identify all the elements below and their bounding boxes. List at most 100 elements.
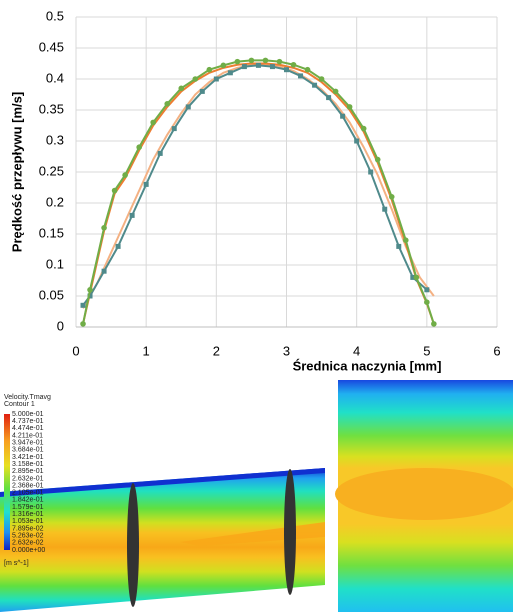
point (111, 187, 118, 194)
point (80, 321, 86, 327)
level-label: 1.579e-01 (12, 504, 44, 511)
point (220, 62, 227, 69)
level-label: 1.842e-01 (12, 497, 44, 504)
point (171, 126, 177, 132)
point (410, 274, 416, 280)
level-label: 0.000e+00 (12, 547, 45, 554)
x-tick-label: 1 (143, 343, 150, 358)
x-axis-title: Średnica naczynia [mm] (293, 358, 442, 373)
point (143, 181, 149, 187)
x-tick-label: 6 (493, 343, 500, 358)
level-label: 2.105e-01 (12, 490, 44, 497)
y-tick-label: 0.45 (39, 39, 64, 54)
x-tick-label: 2 (213, 343, 220, 358)
point (185, 104, 191, 110)
series-line (82, 63, 435, 309)
level-label: 7.895e-02 (12, 525, 44, 532)
point (206, 66, 213, 73)
level-label: 2.368e-01 (12, 482, 44, 489)
core (335, 468, 513, 520)
y-tick-label: 0.4 (46, 70, 64, 85)
point (424, 287, 430, 293)
point (269, 64, 275, 70)
x-tick-label: 3 (283, 343, 290, 358)
point (396, 243, 402, 249)
plane (127, 483, 139, 607)
point (87, 293, 93, 299)
point (284, 67, 289, 73)
point (312, 82, 318, 88)
level-label: 4.737e-01 (12, 418, 44, 425)
y-tick-label: 0.1 (46, 256, 64, 271)
point (192, 76, 199, 82)
point (318, 76, 325, 82)
contour-unit: [m s^-1] (4, 560, 29, 567)
level-label: 2.895e-01 (12, 468, 44, 475)
point (122, 172, 128, 178)
point (178, 85, 185, 92)
plot: 0 0.05 0.1 0.15 0.2 0.25 0.3 0.35 0.4 0.45 0.5 0 1 2 3… (39, 8, 501, 358)
contour-view (0, 414, 325, 612)
point (199, 88, 205, 94)
y-tick-label: 0.15 (39, 225, 64, 240)
point (87, 287, 93, 293)
vessel (0, 468, 325, 612)
x-tick-label: 0 (72, 343, 79, 358)
point (150, 119, 156, 126)
point (164, 101, 171, 107)
point (157, 150, 163, 156)
level-label: 5.000e-01 (12, 411, 44, 418)
contour-subtitle: Contour 1 (4, 401, 35, 408)
y-tick-label: 0.3 (46, 132, 64, 147)
level-label: 4.474e-01 (12, 425, 44, 432)
level-label: 2.632e-02 (12, 540, 44, 547)
y-tick-label: 0.25 (39, 163, 64, 178)
contour-title: Velocity.Tmavg (4, 394, 51, 401)
point (332, 88, 339, 95)
point (129, 212, 135, 218)
point (431, 321, 437, 327)
series-line (82, 62, 435, 325)
point (346, 104, 353, 110)
level-label: 3.947e-01 (12, 439, 44, 446)
point (101, 268, 107, 274)
level-label: 3.421e-01 (12, 454, 44, 461)
series-line (82, 64, 428, 306)
vessel-wall (0, 468, 325, 497)
point (213, 76, 219, 82)
point (115, 243, 121, 249)
point (136, 144, 142, 150)
point (241, 64, 247, 70)
point (255, 62, 261, 68)
y-tick-label: 0.5 (46, 8, 64, 23)
point (382, 206, 388, 212)
series-line (82, 59, 435, 325)
level-label: 4.211e-01 (12, 432, 43, 439)
point (304, 66, 311, 73)
point (413, 274, 420, 281)
point (234, 58, 241, 65)
level-label: 2.632e-01 (12, 475, 44, 482)
point (298, 73, 304, 79)
level-label: 1.053e-01 (12, 518, 44, 525)
point (402, 237, 409, 243)
point (276, 58, 283, 65)
y-tick-label: 0.35 (39, 101, 64, 116)
point (227, 70, 233, 76)
point (80, 302, 86, 308)
point (354, 138, 360, 144)
x-tick-label: 4 (353, 343, 360, 358)
point (388, 194, 395, 200)
point (262, 57, 269, 64)
point (326, 95, 332, 101)
y-tick-label: 0.2 (46, 194, 64, 209)
point (340, 113, 346, 119)
level-label: 5.263e-02 (12, 533, 44, 540)
point (368, 169, 374, 175)
point (374, 156, 381, 163)
point (248, 57, 255, 64)
y-tick-label: 0 (57, 318, 64, 333)
y-tick-label: 0.05 (39, 287, 64, 302)
